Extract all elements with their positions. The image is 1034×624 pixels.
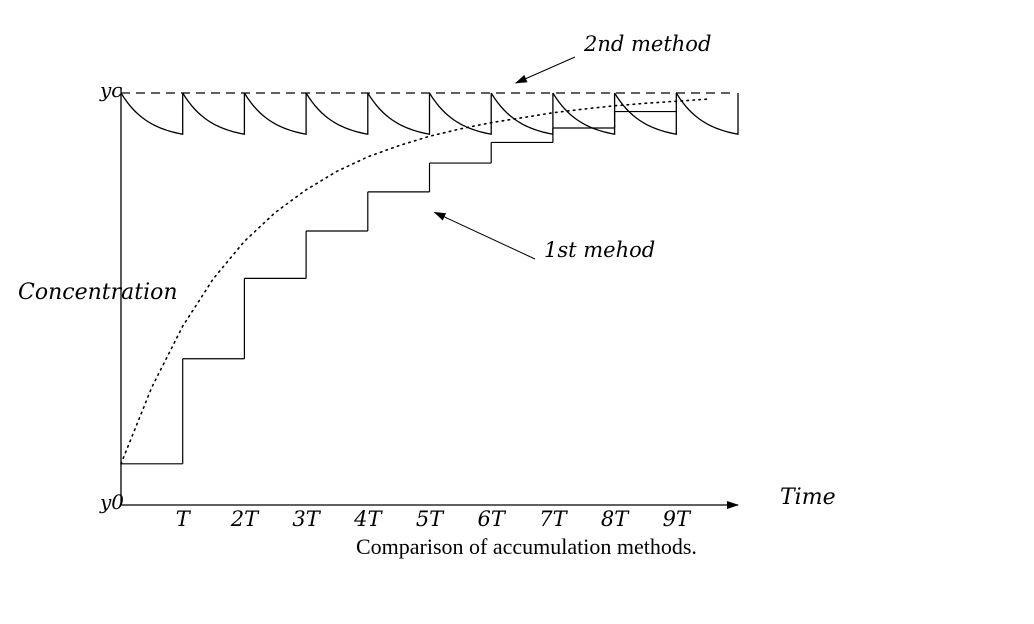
x-tick-label: 3T xyxy=(292,507,321,531)
annotation-arrow-2nd xyxy=(514,56,576,84)
x-tick-label: 5T xyxy=(416,507,445,531)
sawtooth-period-7 xyxy=(490,92,554,135)
x-tick-label: T xyxy=(176,507,192,531)
sawtooth-period-6 xyxy=(428,92,492,135)
annotation-1st-method: 1st mehod xyxy=(544,238,655,262)
x-tick-label: 8T xyxy=(601,507,630,531)
x-tick-labels: T 2T 3T 4T 5T 6T 7T 8T 9T xyxy=(176,507,692,531)
y-axis-label: Concentration xyxy=(18,280,178,305)
chart-caption: Comparison of accumulation methods. xyxy=(356,534,697,559)
sawtooth-period-3 xyxy=(243,92,307,135)
sawtooth-period-1 xyxy=(120,92,184,135)
x-tick-label: 7T xyxy=(539,507,568,531)
x-tick-label: 6T xyxy=(478,507,507,531)
annotation-2nd-method: 2nd method xyxy=(583,32,711,56)
y-top-label: yc xyxy=(99,78,123,102)
sawtooth-period-8 xyxy=(552,92,616,135)
x-axis-label: Time xyxy=(780,485,836,510)
series-layer xyxy=(120,92,739,465)
sawtooth-period-9 xyxy=(614,92,677,135)
x-tick-label: 2T xyxy=(230,507,260,531)
sawtooth-period-10 xyxy=(675,92,739,135)
y-bottom-label: y0 xyxy=(99,490,124,514)
x-tick-label: 9T xyxy=(663,507,692,531)
annotations: 2nd method 1st mehod xyxy=(433,32,711,262)
x-tick-label: 4T xyxy=(353,507,383,531)
sawtooth-period-4 xyxy=(305,92,369,135)
annotation-arrow-1st xyxy=(433,211,536,260)
series-2nd-method xyxy=(120,92,739,135)
sawtooth-period-2 xyxy=(182,92,246,135)
series-1st-method xyxy=(121,110,677,465)
sawtooth-period-5 xyxy=(367,92,431,135)
series-smooth-curve xyxy=(120,98,708,465)
